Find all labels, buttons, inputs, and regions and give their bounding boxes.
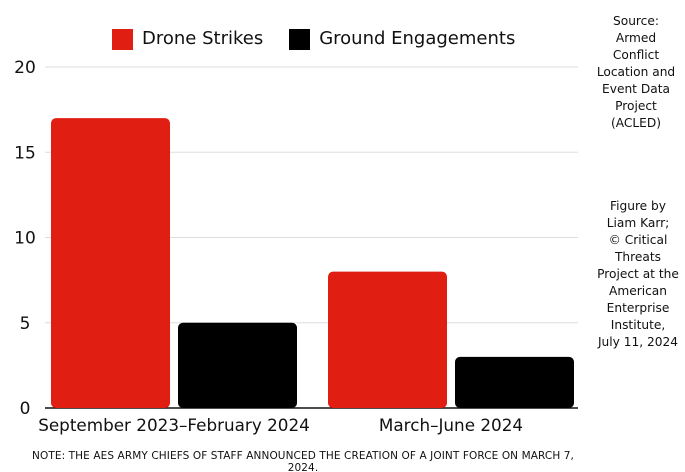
footnote: NOTE: THE AES ARMY CHIEFS OF STAFF ANNOU…: [32, 450, 574, 472]
bar-ground-engagements-0: [178, 322, 297, 408]
x-tick-label-0: September 2023–February 2024: [38, 415, 310, 435]
legend-swatch-ground-engagements: [289, 28, 311, 50]
legend-item-drone-strikes: Drone Strikes: [112, 28, 263, 50]
y-tick-label-20: 20: [14, 58, 36, 78]
y-tick-label-10: 10: [14, 229, 36, 249]
y-tick-label-15: 15: [14, 143, 36, 163]
x-tick-label-1: March–June 2024: [379, 415, 523, 435]
legend-swatch-drone-strikes: [112, 28, 133, 50]
legend-label-drone-strikes: Drone Strikes: [142, 28, 264, 49]
figure-credit: Figure by Liam Karr; © Critical Threats …: [597, 199, 679, 349]
legend-item-ground-engagements: Ground Engagements: [289, 28, 515, 50]
source-note: Source: Armed Conflict Location and Even…: [596, 14, 676, 130]
y-tick-label-0: 0: [20, 399, 31, 419]
legend-label-ground-engagements: Ground Engagements: [319, 28, 516, 49]
bar-drone-strikes-0: [51, 118, 170, 409]
bar-drone-strikes-1: [328, 271, 447, 408]
legend: Drone Strikes Ground Engagements: [112, 28, 515, 50]
bar-ground-engagements-1: [455, 356, 574, 408]
y-tick-label-5: 5: [20, 314, 31, 334]
